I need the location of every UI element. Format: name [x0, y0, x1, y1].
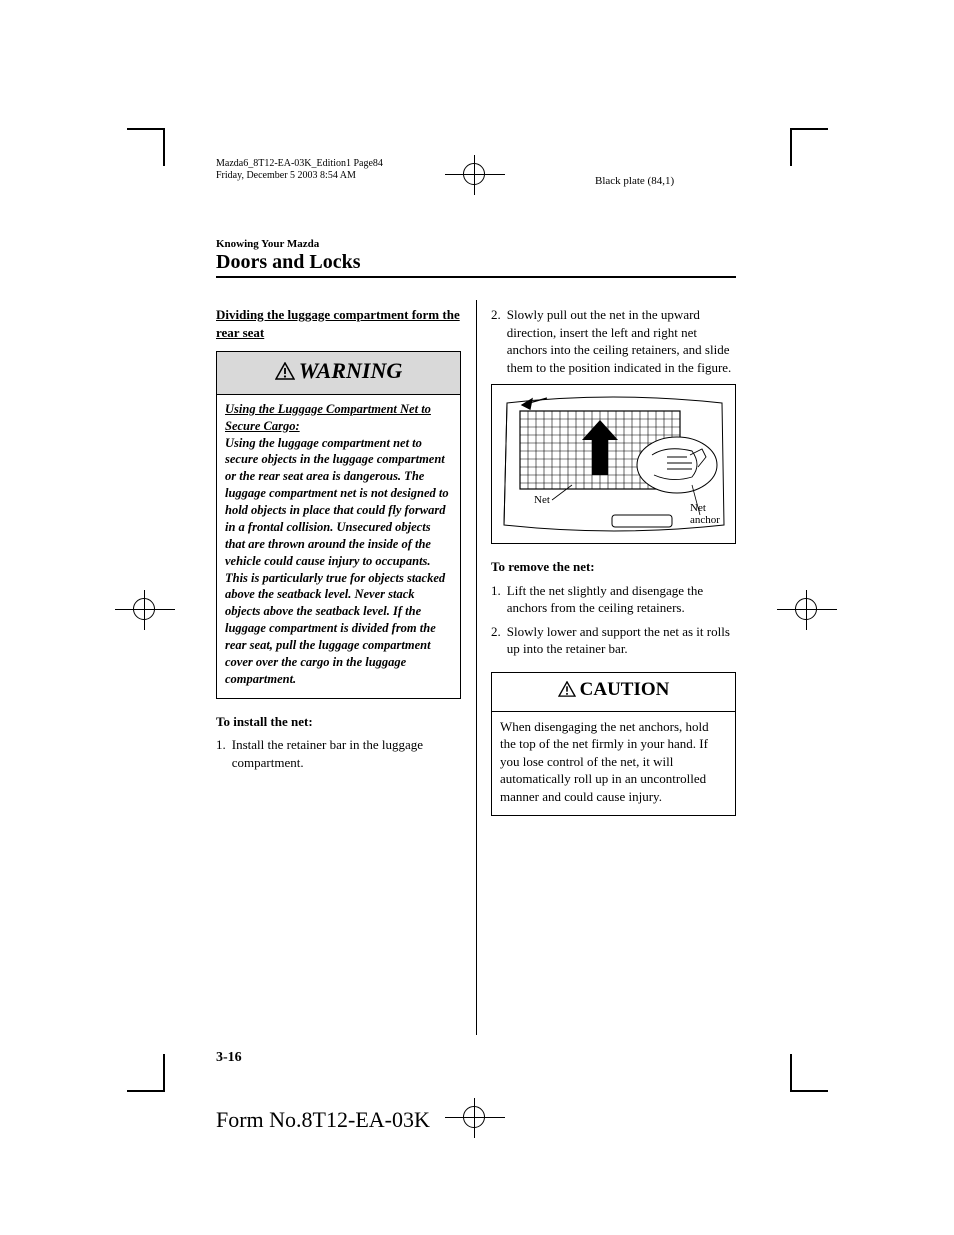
registration-mark	[115, 590, 175, 630]
warning-title: WARNING	[217, 352, 460, 395]
caution-triangle-icon	[558, 679, 576, 705]
form-number: Form No.8T12-EA-03K	[216, 1107, 430, 1133]
caution-title-text: CAUTION	[580, 679, 670, 700]
remove-head: To remove the net:	[491, 558, 736, 576]
page: Mazda6_8T12-EA-03K_Edition1 Page84 Frida…	[0, 0, 954, 1235]
page-number: 3-16	[216, 1050, 242, 1066]
list-number: 2.	[491, 306, 501, 376]
list-text: Slowly lower and support the net as it r…	[507, 623, 736, 658]
install-step-1: 1. Install the retainer bar in the lugga…	[216, 736, 461, 771]
warning-text: Using the luggage compartment net to sec…	[225, 436, 449, 686]
registration-mark	[777, 590, 837, 630]
install-step-2: 2. Slowly pull out the net in the upward…	[491, 306, 736, 376]
column-separator	[476, 300, 477, 1035]
figure-label-anchor: Net anchor	[690, 503, 735, 526]
caution-title: CAUTION	[492, 673, 735, 712]
warning-box: WARNING Using the Luggage Compartment Ne…	[216, 351, 461, 699]
figure-label-net: Net	[534, 493, 550, 508]
right-column: 2. Slowly pull out the net in the upward…	[491, 306, 736, 816]
crop-mark	[790, 128, 792, 166]
crop-mark	[790, 1090, 828, 1092]
section-kicker: Knowing Your Mazda	[216, 238, 319, 250]
doc-id-line2: Friday, December 5 2003 8:54 AM	[216, 170, 356, 183]
registration-mark	[445, 1098, 505, 1138]
warning-triangle-icon	[275, 358, 295, 388]
crop-mark	[790, 128, 828, 130]
crop-mark	[163, 1054, 165, 1092]
list-text: Lift the net slightly and disengage the …	[507, 582, 736, 617]
install-head: To install the net:	[216, 713, 461, 731]
crop-mark	[790, 1054, 792, 1092]
list-text: Install the retainer bar in the luggage …	[232, 736, 461, 771]
warning-lead: Using the Luggage Compartment Net to Sec…	[225, 401, 452, 435]
crop-mark	[163, 128, 165, 166]
left-column: Dividing the luggage compartment form th…	[216, 306, 461, 777]
figure-net-diagram: Net Net anchor	[491, 384, 736, 544]
crop-mark	[127, 128, 165, 130]
plate-label: Black plate (84,1)	[595, 175, 674, 187]
registration-mark	[445, 155, 505, 195]
caution-box: CAUTION When disengaging the net anchors…	[491, 672, 736, 816]
warning-body: Using the Luggage Compartment Net to Sec…	[217, 395, 460, 698]
chapter-rule	[216, 276, 736, 278]
warning-title-text: WARNING	[299, 358, 403, 383]
doc-id-line1: Mazda6_8T12-EA-03K_Edition1 Page84	[216, 158, 383, 171]
list-number: 1.	[216, 736, 226, 771]
crop-mark	[127, 1090, 165, 1092]
caution-body: When disengaging the net anchors, hold t…	[492, 712, 735, 816]
remove-step-1: 1. Lift the net slightly and disengage t…	[491, 582, 736, 617]
list-number: 1.	[491, 582, 501, 617]
subhead-dividing: Dividing the luggage compartment form th…	[216, 306, 461, 341]
list-text: Slowly pull out the net in the upward di…	[507, 306, 736, 376]
chapter-title: Doors and Locks	[216, 251, 360, 274]
list-number: 2.	[491, 623, 501, 658]
remove-step-2: 2. Slowly lower and support the net as i…	[491, 623, 736, 658]
